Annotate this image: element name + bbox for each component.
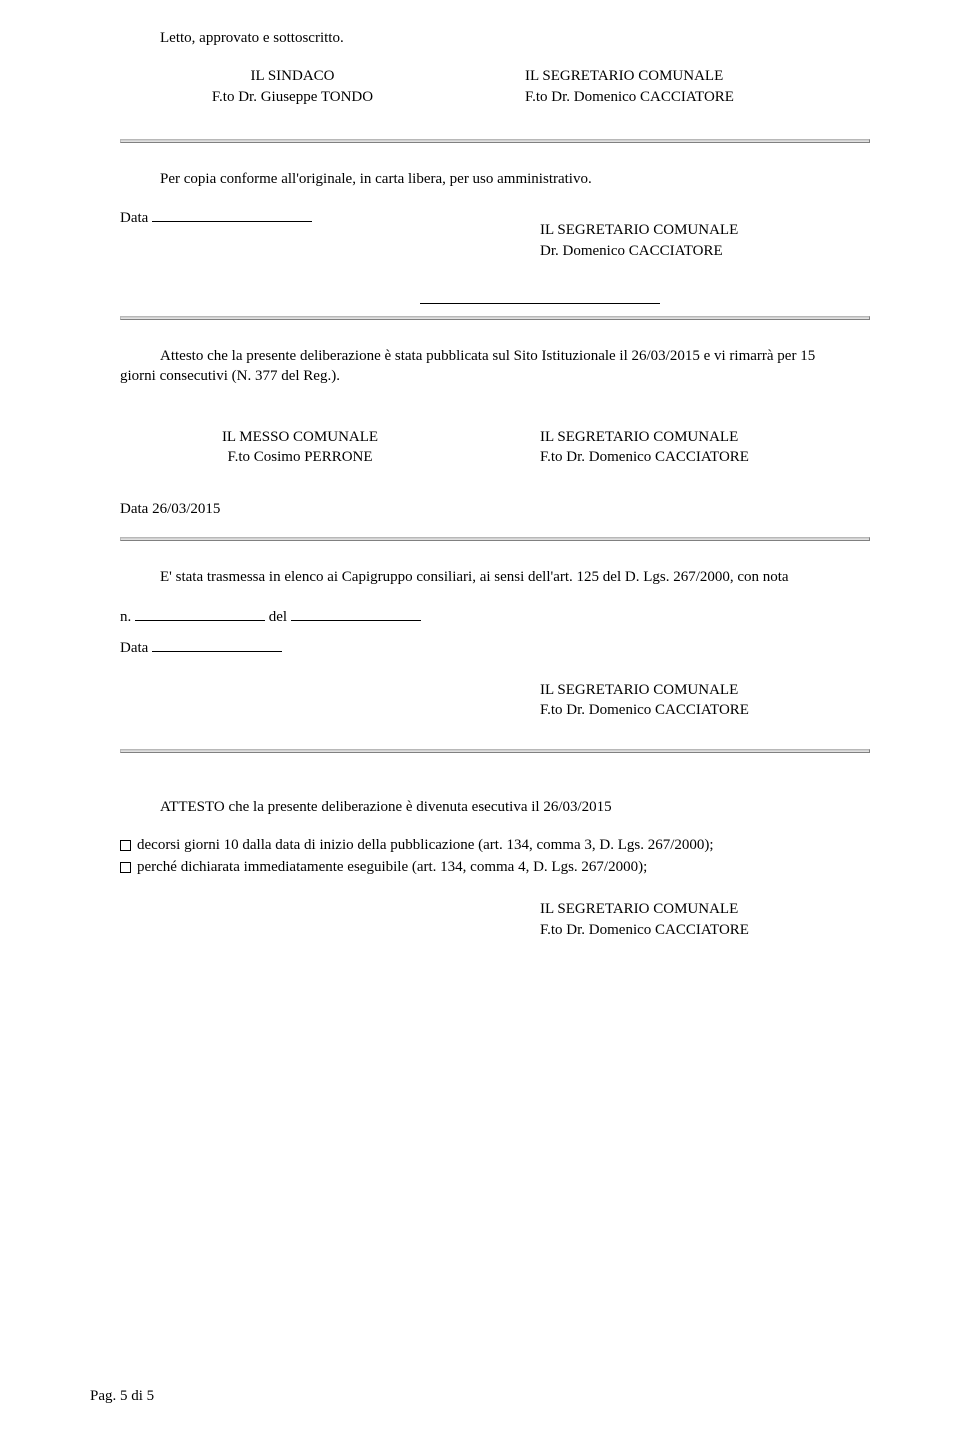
divider-4: [120, 749, 870, 753]
checkbox-1[interactable]: [120, 840, 131, 851]
messo-title: IL MESSO COMUNALE: [120, 427, 480, 447]
segretario-name-4: F.to Dr. Domenico CACCIATORE: [540, 920, 870, 940]
segretario-title-2: IL SEGRETARIO COMUNALE: [540, 427, 870, 447]
n-del-line: n. del: [120, 606, 870, 627]
attesto-esec-line: ATTESTO che la presente deliberazione è …: [160, 797, 870, 817]
divider-2: [120, 316, 870, 320]
checkbox-line-1: decorsi giorni 10 dalla data di inizio d…: [120, 835, 870, 855]
trasmessa-line: E' stata trasmessa in elenco ai Capigrup…: [160, 567, 870, 587]
divider-3: [120, 537, 870, 541]
segretario-title-top: IL SEGRETARIO COMUNALE: [525, 66, 870, 86]
divider-1: [120, 139, 870, 143]
signature-block-top: IL SINDACO F.to Dr. Giuseppe TONDO IL SE…: [120, 66, 870, 107]
sindaco-title: IL SINDACO: [120, 66, 465, 86]
segretario-name-3: F.to Dr. Domenico CACCIATORE: [540, 700, 870, 720]
segretario-name-top: F.to Dr. Domenico CACCIATORE: [525, 87, 870, 107]
checkbox-line-2: perché dichiarata immediatamente eseguib…: [120, 857, 870, 877]
data-field-2: Data: [120, 637, 870, 658]
signature-block-messo: IL MESSO COMUNALE F.to Cosimo PERRONE IL…: [120, 427, 870, 468]
copia-conforme-text: Per copia conforme all'originale, in car…: [160, 169, 870, 189]
checkbox-2[interactable]: [120, 862, 131, 873]
data-pub: Data 26/03/2015: [120, 499, 870, 519]
segretario-name-1: Dr. Domenico CACCIATORE: [540, 241, 870, 261]
attesto-pub-line1: Attesto che la presente deliberazione è …: [160, 346, 870, 366]
segretario-title-1: IL SEGRETARIO COMUNALE: [540, 220, 870, 240]
underline-sig: [120, 289, 870, 310]
segretario-title-4: IL SEGRETARIO COMUNALE: [540, 899, 870, 919]
sindaco-name: F.to Dr. Giuseppe TONDO: [120, 87, 465, 107]
header-approved: Letto, approvato e sottoscritto.: [160, 28, 870, 48]
messo-name: F.to Cosimo PERRONE: [120, 447, 480, 467]
attesto-pub-line2: giorni consecutivi (N. 377 del Reg.).: [120, 366, 870, 386]
page-footer: Pag. 5 di 5: [90, 1386, 154, 1406]
segretario-name-2: F.to Dr. Domenico CACCIATORE: [540, 447, 870, 467]
segretario-title-3: IL SEGRETARIO COMUNALE: [540, 680, 870, 700]
